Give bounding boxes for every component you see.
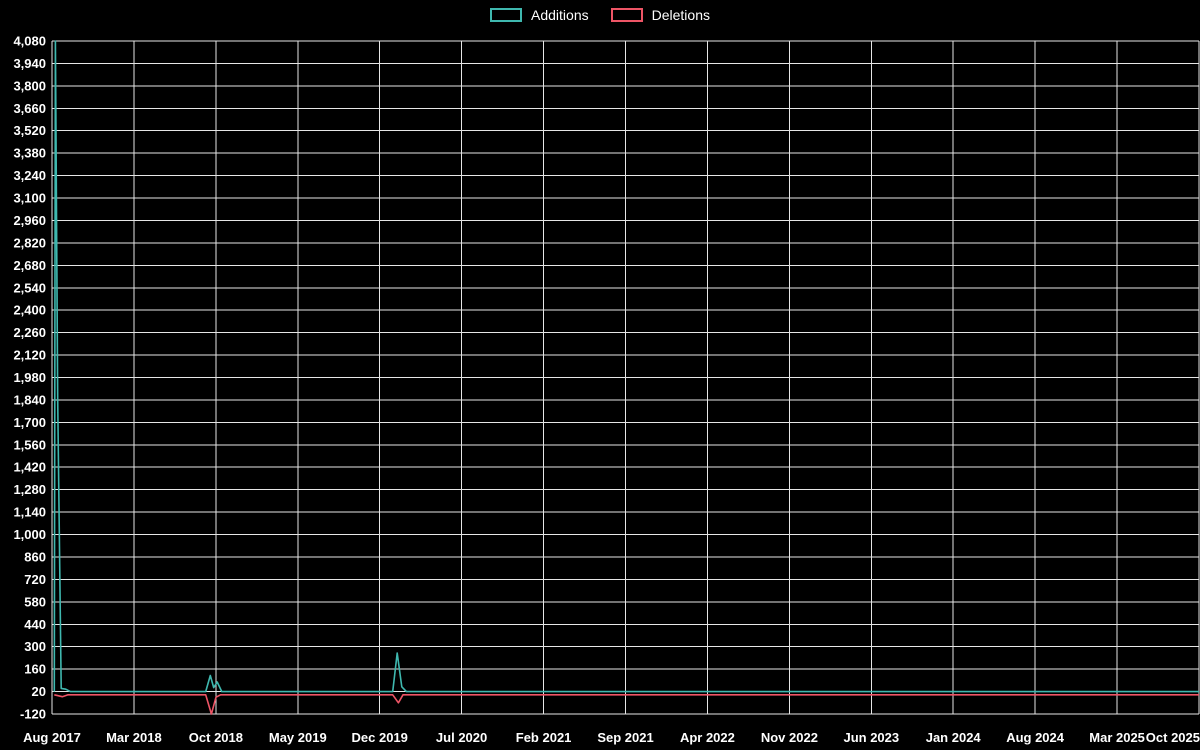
svg-text:Jul 2020: Jul 2020: [436, 730, 487, 745]
svg-text:300: 300: [24, 639, 46, 654]
svg-text:2,400: 2,400: [13, 303, 46, 318]
svg-text:3,240: 3,240: [13, 168, 46, 183]
deletions-legend-swatch-icon: [610, 8, 643, 22]
legend-item-additions[interactable]: Additions: [490, 7, 589, 23]
svg-text:160: 160: [24, 662, 46, 677]
svg-text:2,820: 2,820: [13, 235, 46, 250]
svg-text:Mar 2025: Mar 2025: [1089, 730, 1145, 745]
svg-text:2,120: 2,120: [13, 348, 46, 363]
additions-legend-label: Additions: [531, 7, 589, 23]
svg-text:1,000: 1,000: [13, 527, 46, 542]
svg-text:Mar 2018: Mar 2018: [106, 730, 162, 745]
svg-text:Aug 2024: Aug 2024: [1006, 730, 1065, 745]
svg-text:3,380: 3,380: [13, 146, 46, 161]
svg-text:Jan 2024: Jan 2024: [926, 730, 982, 745]
svg-text:20: 20: [32, 684, 46, 699]
svg-text:4,080: 4,080: [13, 34, 46, 49]
chart-legend: Additions Deletions: [0, 7, 1200, 23]
svg-text:Oct 2018: Oct 2018: [189, 730, 243, 745]
svg-text:Jun 2023: Jun 2023: [843, 730, 899, 745]
svg-text:Nov 2022: Nov 2022: [761, 730, 818, 745]
svg-text:-120: -120: [20, 707, 46, 722]
svg-text:1,700: 1,700: [13, 415, 46, 430]
svg-text:2,960: 2,960: [13, 213, 46, 228]
svg-text:3,100: 3,100: [13, 191, 46, 206]
svg-text:3,520: 3,520: [13, 123, 46, 138]
svg-text:Feb 2021: Feb 2021: [516, 730, 572, 745]
svg-text:440: 440: [24, 617, 46, 632]
svg-text:720: 720: [24, 572, 46, 587]
svg-text:1,140: 1,140: [13, 505, 46, 520]
svg-text:580: 580: [24, 594, 46, 609]
svg-text:2,680: 2,680: [13, 258, 46, 273]
svg-text:1,840: 1,840: [13, 392, 46, 407]
svg-text:1,560: 1,560: [13, 437, 46, 452]
svg-text:1,280: 1,280: [13, 482, 46, 497]
svg-text:Oct 2025: Oct 2025: [1146, 730, 1200, 745]
svg-text:Aug 2017: Aug 2017: [23, 730, 81, 745]
svg-text:3,800: 3,800: [13, 78, 46, 93]
legend-item-deletions[interactable]: Deletions: [610, 7, 710, 23]
svg-text:2,260: 2,260: [13, 325, 46, 340]
additions-legend-swatch-icon: [490, 8, 523, 22]
svg-text:Dec 2019: Dec 2019: [352, 730, 408, 745]
svg-text:1,980: 1,980: [13, 370, 46, 385]
svg-text:Sep 2021: Sep 2021: [597, 730, 653, 745]
svg-text:May 2019: May 2019: [269, 730, 327, 745]
deletions-legend-label: Deletions: [651, 7, 710, 23]
svg-text:3,940: 3,940: [13, 56, 46, 71]
svg-text:1,420: 1,420: [13, 460, 46, 475]
svg-text:Apr 2022: Apr 2022: [680, 730, 735, 745]
svg-text:3,660: 3,660: [13, 101, 46, 116]
svg-text:2,540: 2,540: [13, 280, 46, 295]
svg-text:860: 860: [24, 550, 46, 565]
